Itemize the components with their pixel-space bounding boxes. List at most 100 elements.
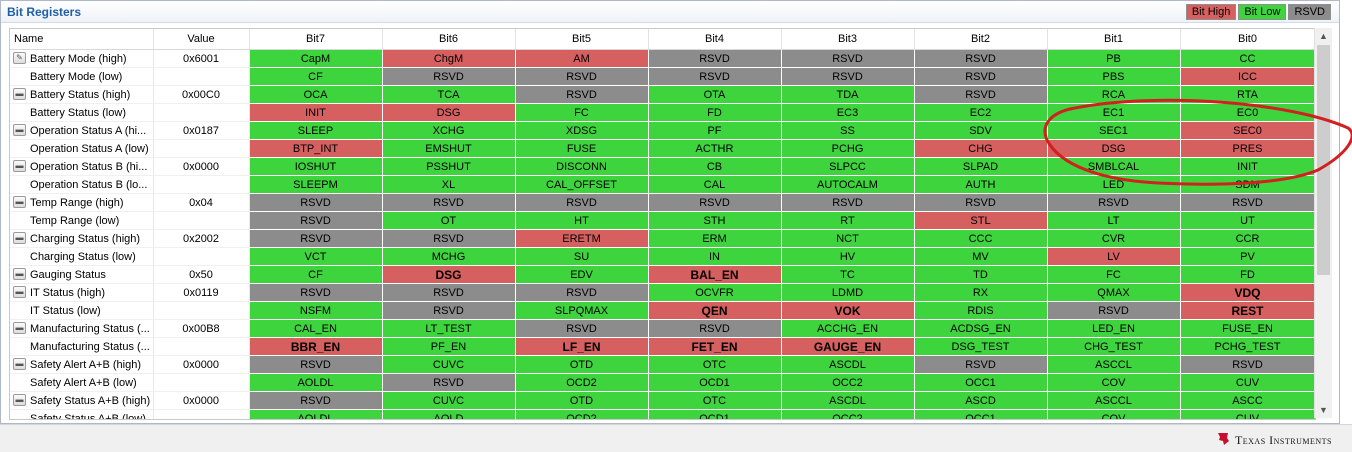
table-row[interactable]: Operation Status A (low) BTP_INT EMSHUT FUS… bbox=[10, 139, 1315, 158]
bit-cell-bit6[interactable]: OT bbox=[382, 211, 516, 230]
lock-icon[interactable]: ▬ bbox=[13, 88, 26, 100]
bit-cell-bit2[interactable]: RSVD bbox=[914, 85, 1048, 104]
column-header-name[interactable]: Name bbox=[10, 29, 154, 50]
bit-cell-bit1[interactable]: FC bbox=[1047, 265, 1181, 284]
bit-cell-bit6[interactable]: PF_EN bbox=[382, 337, 516, 356]
table-row[interactable]: Operation Status B (lo... SLEEPM XL CAL_OFF… bbox=[10, 175, 1315, 194]
bit-cell-bit7[interactable]: SLEEP bbox=[249, 121, 383, 140]
bit-cell-bit4[interactable]: OTC bbox=[648, 355, 782, 374]
bit-cell-bit4[interactable]: STH bbox=[648, 211, 782, 230]
lock-icon[interactable]: ▬ bbox=[13, 232, 26, 244]
bit-cell-bit5[interactable]: HT bbox=[515, 211, 649, 230]
bit-cell-bit3[interactable]: RT bbox=[781, 211, 915, 230]
bit-cell-bit2[interactable]: OCC1 bbox=[914, 373, 1048, 392]
bit-cell-bit7[interactable]: BTP_INT bbox=[249, 139, 383, 158]
bit-cell-bit1[interactable]: CVR bbox=[1047, 229, 1181, 248]
bit-cell-bit4[interactable]: RSVD bbox=[648, 193, 782, 212]
column-header-bit7[interactable]: Bit7 bbox=[249, 29, 383, 50]
bit-cell-bit3[interactable]: OCC2 bbox=[781, 409, 915, 419]
bit-cell-bit7[interactable]: AOLDL bbox=[249, 409, 383, 419]
table-row[interactable]: ▬ Charging Status (high) 0x2002 RSVD RSVD ERE… bbox=[10, 229, 1315, 248]
table-row[interactable]: Manufacturing Status (... BBR_EN PF_EN LF_E… bbox=[10, 337, 1315, 356]
bit-cell-bit2[interactable]: EC2 bbox=[914, 103, 1048, 122]
bit-cell-bit7[interactable]: RSVD bbox=[249, 355, 383, 374]
lock-icon[interactable]: ▬ bbox=[13, 160, 26, 172]
bit-cell-bit4[interactable]: OCD1 bbox=[648, 409, 782, 419]
table-row[interactable]: Battery Status (low) INIT DSG FC FD EC3 EC2 EC1… bbox=[10, 103, 1315, 122]
table-row[interactable]: Temp Range (low) RSVD OT HT STH RT STL LT UT bbox=[10, 211, 1315, 230]
bit-cell-bit6[interactable]: RSVD bbox=[382, 67, 516, 86]
bit-cell-bit4[interactable]: OTC bbox=[648, 391, 782, 410]
bit-cell-bit5[interactable]: OCD2 bbox=[515, 373, 649, 392]
bit-cell-bit7[interactable]: CAL_EN bbox=[249, 319, 383, 338]
bit-cell-bit1[interactable]: SEC1 bbox=[1047, 121, 1181, 140]
bit-cell-bit3[interactable]: TC bbox=[781, 265, 915, 284]
bit-cell-bit4[interactable]: OCVFR bbox=[648, 283, 782, 302]
bit-cell-bit5[interactable]: FC bbox=[515, 103, 649, 122]
bit-cell-bit5[interactable]: SLPQMAX bbox=[515, 301, 649, 320]
bit-cell-bit4[interactable]: QEN bbox=[648, 301, 782, 320]
vertical-scrollbar[interactable]: ▲ ▼ bbox=[1314, 28, 1332, 418]
bit-cell-bit1[interactable]: RSVD bbox=[1047, 301, 1181, 320]
bit-cell-bit0[interactable]: VDQ bbox=[1180, 283, 1315, 302]
bit-cell-bit1[interactable]: DSG bbox=[1047, 139, 1181, 158]
column-header-bit3[interactable]: Bit3 bbox=[781, 29, 915, 50]
table-row[interactable]: ▬ Operation Status B (hi... 0x0000 IOSHUT PS… bbox=[10, 157, 1315, 176]
bit-cell-bit2[interactable]: OCC1 bbox=[914, 409, 1048, 419]
bit-cell-bit5[interactable]: DISCONN bbox=[515, 157, 649, 176]
table-row[interactable]: Battery Mode (low) CF RSVD RSVD RSVD RSVD RSVD… bbox=[10, 67, 1315, 86]
bit-cell-bit4[interactable]: ACTHR bbox=[648, 139, 782, 158]
table-row[interactable]: ▬ Safety Status A+B (high) 0x0000 RSVD CUVC O… bbox=[10, 391, 1315, 410]
bit-cell-bit1[interactable]: LED_EN bbox=[1047, 319, 1181, 338]
bit-cell-bit7[interactable]: IOSHUT bbox=[249, 157, 383, 176]
lock-icon[interactable]: ▬ bbox=[13, 124, 26, 136]
bit-cell-bit2[interactable]: CCC bbox=[914, 229, 1048, 248]
bit-cell-bit0[interactable]: CC bbox=[1180, 49, 1315, 68]
bit-cell-bit2[interactable]: RSVD bbox=[914, 67, 1048, 86]
bit-cell-bit3[interactable]: SLPCC bbox=[781, 157, 915, 176]
bit-cell-bit2[interactable]: RSVD bbox=[914, 49, 1048, 68]
bit-cell-bit3[interactable]: RSVD bbox=[781, 67, 915, 86]
bit-cell-bit0[interactable]: ASCC bbox=[1180, 391, 1315, 410]
table-row[interactable]: ✎ Battery Mode (high) 0x6001 CapM ChgM AM RSVD… bbox=[10, 49, 1315, 68]
bit-cell-bit0[interactable]: ICC bbox=[1180, 67, 1315, 86]
bit-cell-bit6[interactable]: DSG bbox=[382, 265, 516, 284]
bit-cell-bit7[interactable]: OCA bbox=[249, 85, 383, 104]
bit-cell-bit3[interactable]: ASCDL bbox=[781, 355, 915, 374]
bit-cell-bit3[interactable]: EC3 bbox=[781, 103, 915, 122]
bit-cell-bit5[interactable]: RSVD bbox=[515, 193, 649, 212]
bit-cell-bit1[interactable]: LV bbox=[1047, 247, 1181, 266]
table-row[interactable]: ▬ Operation Status A (hi... 0x0187 SLEEP XCH… bbox=[10, 121, 1315, 140]
bit-cell-bit7[interactable]: INIT bbox=[249, 103, 383, 122]
bit-cell-bit1[interactable]: EC1 bbox=[1047, 103, 1181, 122]
bit-cell-bit6[interactable]: RSVD bbox=[382, 373, 516, 392]
bit-cell-bit0[interactable]: RSVD bbox=[1180, 193, 1315, 212]
bit-cell-bit4[interactable]: PF bbox=[648, 121, 782, 140]
bit-cell-bit2[interactable]: RDIS bbox=[914, 301, 1048, 320]
bit-cell-bit4[interactable]: OCD1 bbox=[648, 373, 782, 392]
bit-cell-bit6[interactable]: EMSHUT bbox=[382, 139, 516, 158]
bit-cell-bit0[interactable]: CCR bbox=[1180, 229, 1315, 248]
bit-cell-bit5[interactable]: SU bbox=[515, 247, 649, 266]
table-row[interactable]: ▬ IT Status (high) 0x0119 RSVD RSVD RSVD OCVFR… bbox=[10, 283, 1315, 302]
bit-cell-bit6[interactable]: PSSHUT bbox=[382, 157, 516, 176]
bit-cell-bit6[interactable]: RSVD bbox=[382, 283, 516, 302]
bit-cell-bit5[interactable]: CAL_OFFSET bbox=[515, 175, 649, 194]
bit-cell-bit6[interactable]: AOLD bbox=[382, 409, 516, 419]
bit-cell-bit3[interactable]: AUTOCALM bbox=[781, 175, 915, 194]
bit-cell-bit6[interactable]: RSVD bbox=[382, 229, 516, 248]
column-header-bit0[interactable]: Bit0 bbox=[1180, 29, 1315, 50]
bit-cell-bit1[interactable]: SMBLCAL bbox=[1047, 157, 1181, 176]
bit-cell-bit0[interactable]: RTA bbox=[1180, 85, 1315, 104]
bit-cell-bit1[interactable]: CHG_TEST bbox=[1047, 337, 1181, 356]
bit-cell-bit7[interactable]: VCT bbox=[249, 247, 383, 266]
bit-cell-bit2[interactable]: CHG bbox=[914, 139, 1048, 158]
bit-cell-bit0[interactable]: CUV bbox=[1180, 373, 1315, 392]
column-header-bit6[interactable]: Bit6 bbox=[382, 29, 516, 50]
bit-cell-bit3[interactable]: PCHG bbox=[781, 139, 915, 158]
bit-cell-bit5[interactable]: OCD2 bbox=[515, 409, 649, 419]
bit-cell-bit7[interactable]: RSVD bbox=[249, 283, 383, 302]
bit-cell-bit4[interactable]: FD bbox=[648, 103, 782, 122]
bit-cell-bit0[interactable]: EC0 bbox=[1180, 103, 1315, 122]
bit-cell-bit5[interactable]: RSVD bbox=[515, 319, 649, 338]
